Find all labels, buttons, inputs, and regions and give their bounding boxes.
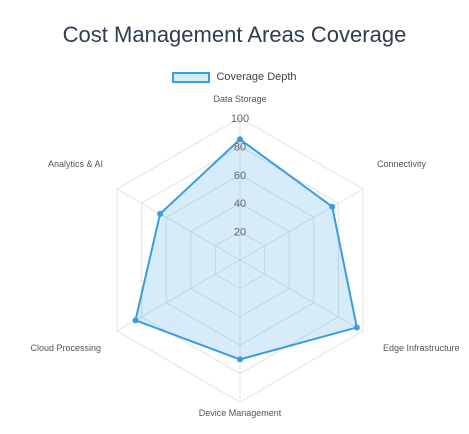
data-point xyxy=(329,203,336,210)
axis-label: Connectivity xyxy=(377,159,427,169)
data-point xyxy=(237,356,243,363)
tick-label: 20 xyxy=(234,227,246,239)
data-point xyxy=(237,136,243,143)
grid-spoke xyxy=(239,259,364,332)
axis-label: Edge Infrastructure xyxy=(383,343,460,353)
data-point xyxy=(353,324,360,331)
axis-label: Data Storage xyxy=(213,94,266,104)
tick-label: 40 xyxy=(234,198,246,210)
grid-spoke xyxy=(239,188,364,261)
axis-label: Analytics & AI xyxy=(48,159,103,169)
tick-label: 60 xyxy=(234,170,246,182)
legend[interactable]: Coverage Depth xyxy=(0,71,469,83)
legend-label: Coverage Depth xyxy=(216,71,297,83)
tick-label: 100 xyxy=(231,113,249,125)
axis-label: Device Management xyxy=(199,408,282,418)
tick-label: 80 xyxy=(234,141,246,153)
data-point xyxy=(132,317,139,324)
axis-label: Cloud Processing xyxy=(30,343,101,353)
grid-spoke xyxy=(116,188,241,261)
chart-title: Cost Management Areas Coverage xyxy=(62,22,407,47)
series-area xyxy=(134,138,358,361)
data-point xyxy=(157,210,164,217)
legend-swatch xyxy=(172,71,211,83)
